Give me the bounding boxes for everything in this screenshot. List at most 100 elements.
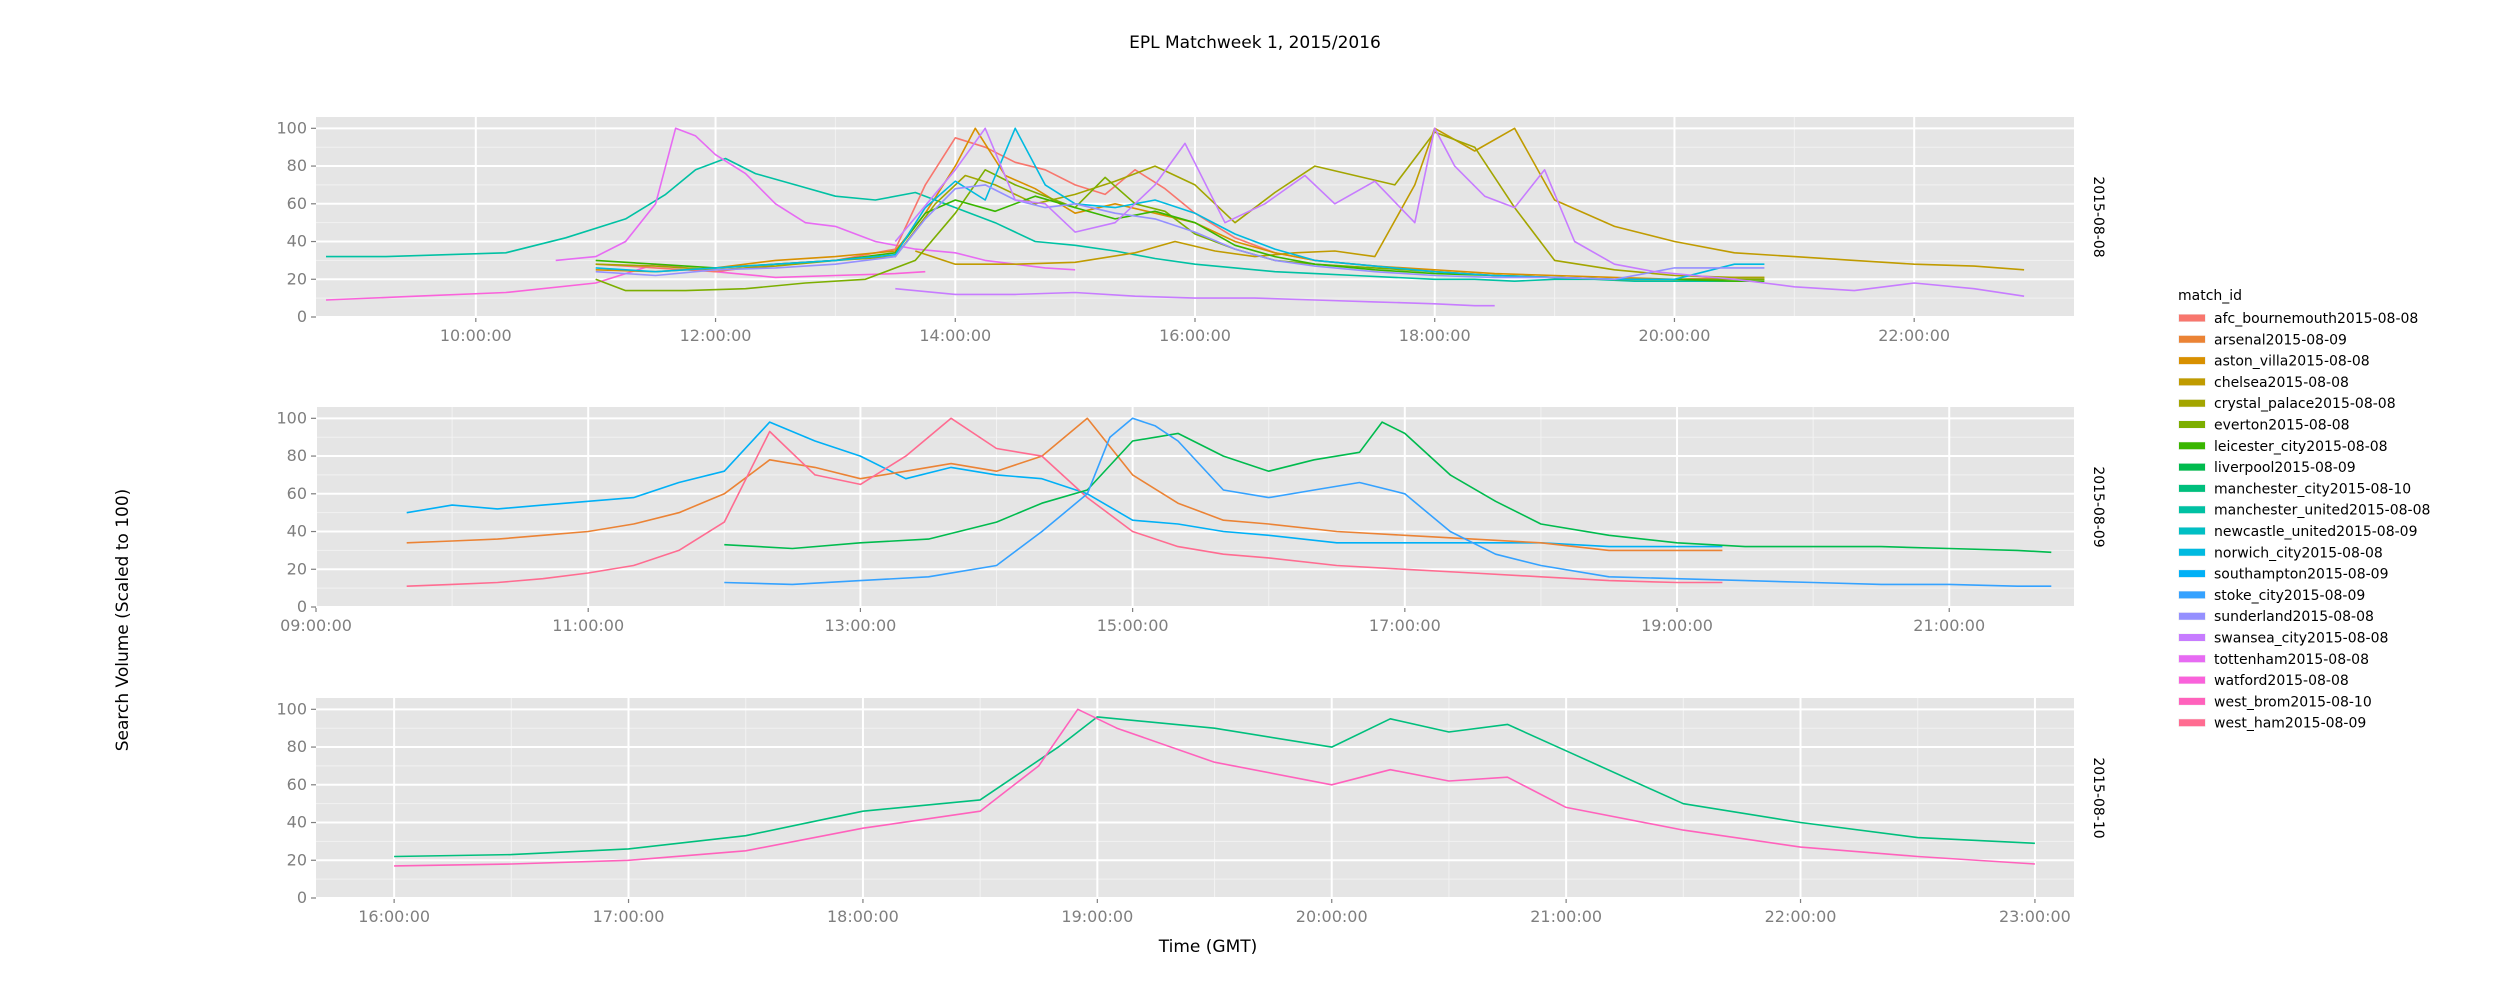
legend-label: watford2015-08-08: [2214, 673, 2349, 689]
legend-label: newcastle_united2015-08-09: [2214, 524, 2418, 540]
x-tick-label: 20:00:00: [1639, 326, 1711, 345]
legend-item: southampton2015-08-09: [2178, 567, 2389, 583]
x-tick-label: 10:00:00: [440, 326, 512, 345]
legend-label: norwich_city2015-08-08: [2214, 545, 2383, 561]
legend-item: sunderland2015-08-08: [2178, 609, 2374, 625]
legend-item: stoke_city2015-08-09: [2178, 588, 2365, 604]
series-line-stoke_city2015-08-09: [724, 417, 2052, 588]
y-tick-label: 40: [287, 813, 307, 832]
x-tick-label: 20:00:00: [1296, 907, 1368, 926]
x-tick-label: 18:00:00: [1399, 326, 1471, 345]
series-line-west_ham2015-08-09: [406, 417, 1723, 587]
legend-item: manchester_city2015-08-10: [2178, 481, 2411, 497]
series-line-aston_villa2015-08-08: [595, 127, 1765, 281]
x-tick-label: 21:00:00: [1530, 907, 1602, 926]
y-tick-label: 0: [297, 888, 307, 907]
series-line-tottenham2015-08-08: [555, 127, 1076, 271]
series-line-liverpool2015-08-09: [724, 421, 2052, 554]
facet-strip-label: 2015-08-08: [2090, 176, 2106, 257]
series-line-arsenal2015-08-09: [406, 417, 1723, 552]
x-tick-label: 21:00:00: [1913, 616, 1985, 635]
y-axis-label: Search Volume (Scaled to 100): [113, 489, 133, 752]
series-line-swansea_city2015-08-08: [895, 287, 1495, 307]
series-line-west_brom2015-08-10: [394, 708, 2035, 867]
x-tick-label: 19:00:00: [1061, 907, 1133, 926]
x-tick-label: 13:00:00: [824, 616, 896, 635]
x-tick-label: 17:00:00: [1369, 616, 1441, 635]
x-tick-label: 09:00:00: [280, 616, 352, 635]
legend-label: west_brom2015-08-10: [2214, 694, 2372, 710]
legend-item: west_brom2015-08-10: [2178, 694, 2372, 710]
panel-2015-08-09: 09:00:00 11:00:00 13:00:00 15:00:00 17:00:00…: [276, 407, 2106, 635]
series-line-manchester_united2015-08-08: [326, 157, 1755, 283]
legend-item: tottenham2015-08-08: [2178, 652, 2369, 668]
x-tick-label: 11:00:00: [552, 616, 624, 635]
legend-label: crystal_palace2015-08-08: [2214, 396, 2396, 412]
legend-item: chelsea2015-08-08: [2178, 375, 2349, 391]
x-tick-label: 15:00:00: [1097, 616, 1169, 635]
x-tick-label: 14:00:00: [919, 326, 991, 345]
y-tick-label: 20: [287, 850, 307, 869]
y-tick-label: 20: [287, 559, 307, 578]
legend-item: manchester_united2015-08-08: [2178, 503, 2430, 519]
y-tick-label: 20: [287, 269, 307, 288]
y-tick-label: 0: [297, 597, 307, 616]
series-line-chelsea2015-08-08: [915, 127, 2025, 271]
x-axis-label: Time (GMT): [1158, 937, 1258, 957]
legend-label: manchester_united2015-08-08: [2214, 503, 2430, 519]
y-tick-label: 40: [287, 522, 307, 541]
x-tick-label: 23:00:00: [1999, 907, 2071, 926]
x-tick-label: 22:00:00: [1765, 907, 1837, 926]
chart-title: EPL Matchweek 1, 2015/2016: [1129, 33, 1381, 53]
legend-item: afc_bournemouth2015-08-08: [2178, 311, 2418, 327]
panel-2015-08-10: 16:00:00 17:00:00 18:00:00 19:00:00 20:00:00…: [276, 698, 2106, 926]
x-tick-label: 12:00:00: [680, 326, 752, 345]
legend-title: match_id: [2178, 288, 2242, 304]
panel-background: [316, 407, 2074, 607]
legend-label: sunderland2015-08-08: [2214, 609, 2374, 625]
x-tick-label: 22:00:00: [1878, 326, 1950, 345]
legend-label: liverpool2015-08-09: [2214, 460, 2356, 476]
y-tick-label: 80: [287, 737, 307, 756]
x-tick-label: 16:00:00: [1159, 326, 1231, 345]
legend-label: manchester_city2015-08-10: [2214, 481, 2411, 497]
y-tick-label: 100: [276, 699, 307, 718]
y-tick-label: 0: [297, 307, 307, 326]
legend-item: leicester_city2015-08-08: [2178, 439, 2388, 455]
legend-item: everton2015-08-08: [2178, 418, 2350, 434]
panel-2015-08-08: 10:00:00 12:00:00 14:00:00 16:00:00 18:00:00…: [276, 117, 2106, 345]
legend-label: southampton2015-08-09: [2214, 567, 2389, 583]
x-tick-label: 19:00:00: [1641, 616, 1713, 635]
legend-label: everton2015-08-08: [2214, 418, 2350, 434]
y-tick-label: 100: [276, 118, 307, 137]
series-line-manchester_city2015-08-10: [394, 716, 2035, 858]
legend-item: liverpool2015-08-09: [2178, 460, 2356, 476]
legend-label: aston_villa2015-08-08: [2214, 354, 2370, 370]
y-tick-label: 60: [287, 194, 307, 213]
series-line-sunderland2015-08-08: [595, 184, 1765, 281]
legend-item: newcastle_united2015-08-09: [2178, 524, 2418, 540]
y-tick-label: 80: [287, 156, 307, 175]
y-tick-label: 60: [287, 484, 307, 503]
y-tick-label: 60: [287, 775, 307, 794]
x-tick-label: 18:00:00: [827, 907, 899, 926]
facet-strip-label: 2015-08-09: [2090, 466, 2106, 547]
legend-item: crystal_palace2015-08-08: [2178, 396, 2396, 412]
legend-item: watford2015-08-08: [2178, 673, 2349, 689]
facet-strip-label: 2015-08-10: [2090, 757, 2106, 838]
legend-label: leicester_city2015-08-08: [2214, 439, 2388, 455]
legend-label: arsenal2015-08-09: [2214, 332, 2347, 348]
x-tick-label: 17:00:00: [593, 907, 665, 926]
legend-label: stoke_city2015-08-09: [2214, 588, 2365, 604]
series-line-swansea_city2015-08-08: [894, 127, 2025, 297]
x-tick-label: 16:00:00: [358, 907, 430, 926]
y-tick-label: 40: [287, 232, 307, 251]
legend-label: tottenham2015-08-08: [2214, 652, 2369, 668]
legend-item: norwich_city2015-08-08: [2178, 545, 2383, 561]
y-tick-label: 80: [287, 446, 307, 465]
y-tick-label: 100: [276, 408, 307, 427]
legend-item: aston_villa2015-08-08: [2178, 354, 2370, 370]
legend-label: afc_bournemouth2015-08-08: [2214, 311, 2418, 327]
panel-background: [316, 698, 2074, 898]
